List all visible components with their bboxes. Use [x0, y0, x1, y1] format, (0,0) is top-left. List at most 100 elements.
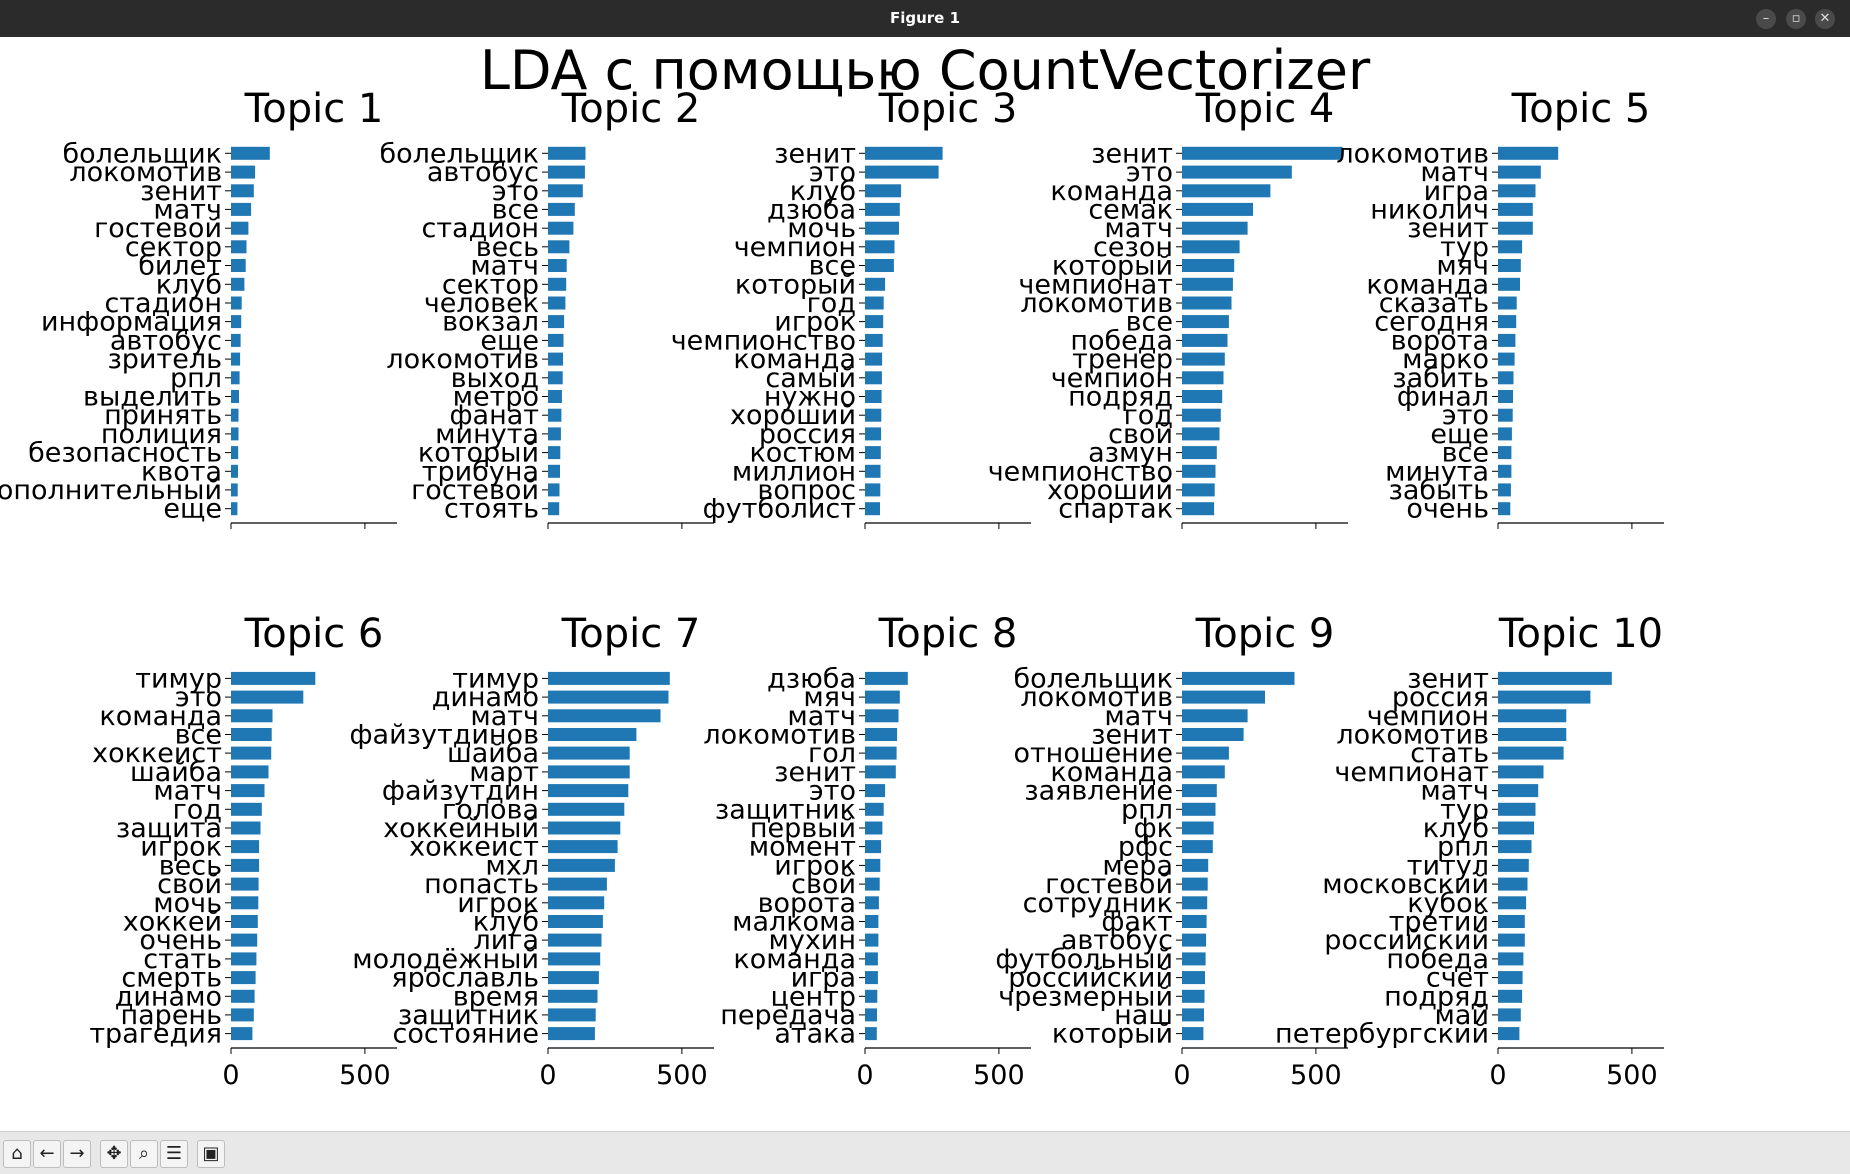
topic-title: Topic 7: [561, 611, 701, 657]
y-tick-label: который: [1052, 251, 1173, 282]
x-tick-label: 0: [1489, 1060, 1506, 1091]
bar: [1498, 146, 1559, 160]
y-tick-label: защитник: [398, 1000, 539, 1031]
bar: [548, 352, 563, 366]
y-tick-label: голова: [442, 794, 539, 825]
y-tick-label: метро: [453, 382, 539, 413]
bar: [1182, 690, 1265, 704]
y-tick-label: титул: [1407, 850, 1489, 881]
bar: [865, 933, 879, 947]
y-tick-label: клуб: [473, 907, 539, 938]
save-button[interactable]: ▣: [197, 1140, 225, 1168]
y-tick-label: стать: [143, 944, 222, 975]
lda-topics-chart: LDA с помощью CountVectorizer Topic 1 боле…: [0, 39, 1664, 1091]
bar: [1182, 277, 1233, 291]
topic-title: Topic 4: [1195, 86, 1335, 132]
minimize-button[interactable]: –: [1756, 9, 1776, 29]
bar: [1182, 765, 1225, 779]
y-tick-label: забить: [1392, 363, 1489, 394]
y-tick-label: локомотив: [386, 344, 539, 375]
y-tick-label: игрок: [457, 888, 539, 919]
y-tick-label: автобус: [1061, 925, 1173, 956]
forward-button[interactable]: →: [63, 1140, 91, 1168]
bar: [1498, 821, 1535, 835]
maximize-button[interactable]: ▫: [1786, 9, 1806, 29]
bar: [231, 971, 256, 985]
bar: [1182, 427, 1220, 441]
y-tick-label: минута: [1385, 456, 1489, 487]
y-tick-label: чемпионат: [1334, 757, 1489, 788]
y-tick-label: зенит: [140, 176, 222, 207]
y-tick-label: сотрудник: [1023, 888, 1173, 919]
bar: [1182, 784, 1217, 798]
y-tick-label: игра: [791, 963, 856, 994]
y-tick-label: хороший: [730, 400, 856, 431]
y-tick-label: зенит: [1407, 213, 1489, 244]
navigation-toolbar: ⌂ ← → ✥ ⌕ ☰ ▣: [0, 1131, 1850, 1174]
y-tick-label: трибуна: [422, 456, 539, 487]
bar: [548, 896, 605, 910]
bar: [548, 802, 625, 816]
bar: [231, 483, 238, 497]
bar: [231, 184, 254, 198]
close-button[interactable]: ✕: [1815, 9, 1835, 29]
bar: [865, 277, 886, 291]
y-tick-label: матч: [470, 701, 539, 732]
bar: [1182, 408, 1221, 422]
y-tick-label: самый: [765, 363, 856, 394]
y-tick-label: шайба: [130, 757, 222, 788]
bar: [548, 296, 566, 310]
bar: [548, 952, 601, 966]
y-tick-label: заявление: [1024, 776, 1173, 807]
topic-title: Topic 6: [244, 611, 384, 657]
x-tick-label: 0: [856, 1060, 873, 1091]
pan-button[interactable]: ✥: [100, 1140, 128, 1168]
configure-subplots-button[interactable]: ☰: [160, 1140, 188, 1168]
y-tick-label: футболист: [703, 494, 856, 525]
y-tick-label: матч: [1104, 701, 1173, 732]
bar: [548, 146, 586, 160]
y-tick-label: выход: [451, 363, 539, 394]
bar: [231, 464, 238, 478]
y-tick-label: весь: [159, 850, 222, 881]
bar: [1182, 802, 1216, 816]
y-tick-label: парень: [120, 1000, 222, 1031]
y-tick-label: стадион: [104, 288, 222, 319]
y-tick-label: петербургский: [1275, 1019, 1489, 1050]
y-tick-label: защита: [116, 813, 222, 844]
bar: [1182, 184, 1271, 198]
floppy-disk-icon: ▣: [202, 1143, 220, 1164]
bar: [865, 784, 886, 798]
y-tick-label: сказать: [1379, 288, 1489, 319]
y-tick-label: финал: [1397, 382, 1489, 413]
bar: [865, 728, 898, 741]
bar: [548, 728, 637, 741]
bar: [1182, 221, 1248, 235]
bar: [865, 690, 900, 704]
y-tick-label: зенит: [1091, 138, 1173, 169]
bar: [231, 933, 258, 947]
x-tick-label: 0: [539, 1060, 556, 1091]
zoom-button[interactable]: ⌕: [130, 1140, 158, 1168]
y-tick-label: николич: [1370, 194, 1489, 225]
bar: [548, 390, 562, 403]
bar: [231, 446, 239, 460]
y-tick-label: забыть: [1388, 475, 1489, 506]
bar: [1498, 1027, 1520, 1041]
bar: [865, 390, 882, 403]
bar: [865, 840, 882, 854]
y-tick-label: локомотив: [1336, 138, 1489, 169]
y-tick-label: матч: [153, 194, 222, 225]
topic-title: Topic 8: [878, 611, 1018, 657]
bar: [231, 858, 260, 872]
y-tick-label: подряд: [1384, 981, 1489, 1012]
bar: [865, 709, 899, 723]
y-tick-label: момент: [749, 832, 856, 863]
home-button[interactable]: ⌂: [3, 1140, 31, 1168]
back-button[interactable]: ←: [33, 1140, 61, 1168]
y-tick-label: все: [1126, 307, 1173, 338]
y-tick-label: локомотив: [1020, 288, 1173, 319]
y-tick-label: команда: [733, 344, 856, 375]
back-arrow-icon: ←: [39, 1143, 55, 1164]
y-tick-label: смерть: [121, 963, 222, 994]
